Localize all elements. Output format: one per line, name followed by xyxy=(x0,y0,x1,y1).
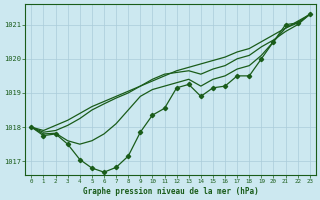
X-axis label: Graphe pression niveau de la mer (hPa): Graphe pression niveau de la mer (hPa) xyxy=(83,187,259,196)
